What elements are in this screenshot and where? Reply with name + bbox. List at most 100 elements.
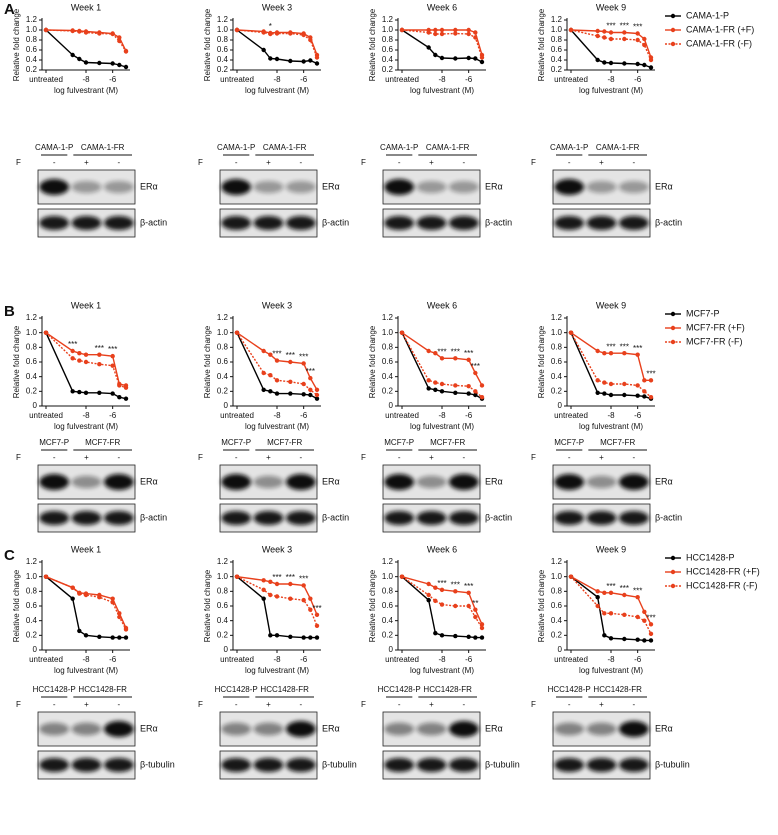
blot-band bbox=[39, 179, 70, 195]
data-point bbox=[608, 60, 614, 66]
data-point bbox=[261, 587, 266, 593]
blot-band bbox=[103, 180, 134, 194]
group-label: MCF7-P bbox=[221, 438, 251, 447]
data-point bbox=[595, 33, 600, 39]
y-tick-label: 0 bbox=[33, 645, 38, 654]
data-point bbox=[70, 348, 75, 354]
y-tick-label: 1.0 bbox=[551, 25, 563, 34]
lane-label: + bbox=[599, 158, 604, 167]
data-point bbox=[642, 618, 647, 623]
band-label: β-actin bbox=[655, 217, 682, 227]
line-chart: Week 3 0 0.2 0.4 0.6 0.8 1.0 1.2 untreated -8 -6 lo… bbox=[203, 544, 322, 675]
lane-label: - bbox=[568, 453, 571, 462]
y-tick-label: 1.0 bbox=[26, 572, 38, 581]
data-point bbox=[466, 391, 471, 396]
data-point bbox=[608, 30, 614, 35]
data-point bbox=[288, 391, 293, 396]
data-point bbox=[308, 596, 313, 601]
data-point bbox=[568, 574, 574, 579]
data-point bbox=[635, 383, 640, 388]
row-label: F bbox=[531, 158, 536, 167]
data-point bbox=[433, 27, 438, 33]
y-tick-label: 0 bbox=[558, 645, 563, 654]
group-label: CAMA-1-FR bbox=[81, 143, 125, 152]
y-tick-label: 0.8 bbox=[26, 342, 38, 351]
y-tick-label: 0.6 bbox=[217, 45, 229, 54]
legend-marker bbox=[670, 311, 676, 317]
data-point bbox=[642, 389, 647, 394]
series-line bbox=[45, 332, 127, 389]
band-label: β-actin bbox=[655, 512, 682, 522]
chart-title: Week 1 bbox=[71, 2, 101, 12]
data-point bbox=[83, 633, 89, 638]
data-point bbox=[466, 384, 471, 389]
significance-label: *** bbox=[95, 344, 104, 353]
data-point bbox=[602, 60, 607, 65]
y-tick-label: 1.2 bbox=[26, 557, 38, 566]
data-point bbox=[433, 351, 438, 356]
blot-band bbox=[253, 180, 284, 194]
data-point bbox=[110, 353, 115, 359]
group-label: CAMA-1-FR bbox=[263, 143, 307, 152]
y-tick-label: 0.2 bbox=[382, 65, 394, 74]
group-label: CAMA-1-P bbox=[550, 143, 588, 152]
data-point bbox=[308, 387, 313, 393]
blot-band bbox=[71, 216, 102, 230]
data-point bbox=[123, 49, 129, 54]
data-point bbox=[70, 596, 75, 601]
data-point bbox=[568, 330, 574, 335]
data-point bbox=[622, 636, 627, 642]
data-point bbox=[261, 348, 266, 354]
group-label: CAMA-1-FR bbox=[426, 143, 470, 152]
data-point bbox=[261, 30, 266, 35]
x-tick-label: untreated bbox=[29, 655, 63, 664]
blot-band bbox=[103, 216, 134, 230]
data-point bbox=[83, 359, 89, 365]
legend-marker bbox=[670, 339, 676, 345]
data-point bbox=[110, 31, 115, 37]
data-point bbox=[595, 589, 600, 594]
data-point bbox=[595, 595, 600, 600]
significance-label: * bbox=[269, 22, 272, 31]
data-point bbox=[97, 634, 102, 639]
group-label: HCC1428-P bbox=[378, 685, 421, 694]
blot-band bbox=[618, 180, 649, 194]
lane-label: - bbox=[462, 158, 465, 167]
lane-label: - bbox=[235, 453, 238, 462]
series-line bbox=[401, 29, 483, 58]
significance-label: *** bbox=[633, 586, 642, 595]
data-point bbox=[308, 37, 313, 43]
data-point bbox=[602, 611, 607, 616]
data-point bbox=[433, 585, 438, 590]
data-point bbox=[77, 29, 82, 34]
y-tick-label: 1.2 bbox=[26, 15, 38, 24]
lane-label: + bbox=[429, 700, 434, 709]
x-axis-label: log fulvestrant (M) bbox=[410, 422, 474, 431]
line-chart: Week 1 0 0.2 0.4 0.6 0.8 1.0 1.2 untreated -8 -6 lo… bbox=[12, 544, 130, 675]
line-chart: Week 6 0 0.2 0.4 0.6 0.8 1.0 1.2 untreated -8 -6 lo… bbox=[368, 544, 486, 675]
data-point bbox=[608, 392, 614, 398]
data-point bbox=[453, 633, 458, 639]
blot-band bbox=[448, 721, 479, 737]
lane-label: + bbox=[84, 158, 89, 167]
blot-band bbox=[285, 216, 316, 230]
western-blot: MCF7-P MCF7-FR F - + - ERα β-actin bbox=[361, 438, 512, 533]
x-tick-label: -8 bbox=[273, 655, 281, 664]
y-tick-label: 0.6 bbox=[26, 601, 38, 610]
data-point bbox=[399, 574, 405, 579]
significance-label: *** bbox=[286, 351, 295, 360]
data-point bbox=[110, 600, 115, 605]
data-point bbox=[308, 58, 313, 63]
y-tick-label: 0.8 bbox=[26, 35, 38, 44]
legend-marker bbox=[670, 41, 676, 47]
blot-band bbox=[416, 758, 447, 772]
data-point bbox=[274, 56, 280, 62]
blot-band bbox=[384, 179, 415, 195]
western-blot: MCF7-P MCF7-FR F - + - ERα β-actin bbox=[531, 438, 682, 533]
data-point bbox=[426, 581, 431, 587]
data-point bbox=[595, 603, 600, 609]
x-axis-label: log fulvestrant (M) bbox=[54, 666, 118, 675]
blot-band bbox=[384, 474, 415, 490]
legend-label: CAMA-1-FR (-F) bbox=[686, 38, 752, 48]
data-point bbox=[453, 589, 458, 594]
